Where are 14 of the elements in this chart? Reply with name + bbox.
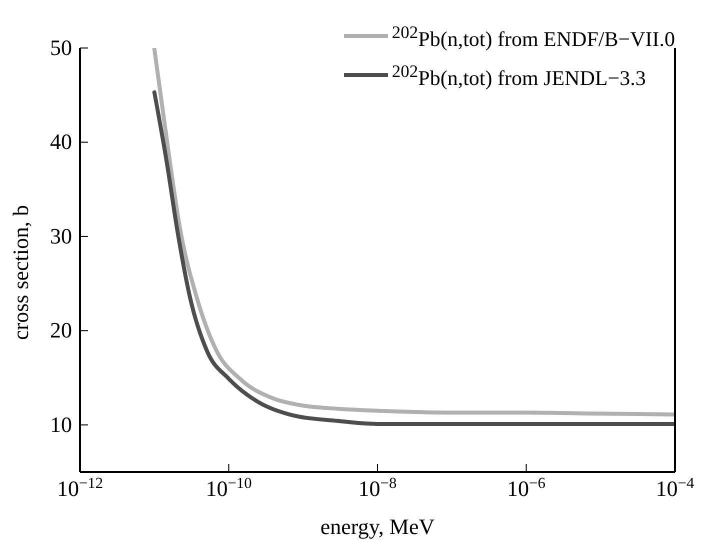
legend-label: $^{202}$Pb(n,tot) from JENDL−3.3 <box>392 60 646 92</box>
x-tick-label: 10$^{−6}$ <box>507 474 546 501</box>
x-axis-title: energy, MeV <box>320 514 435 539</box>
x-tick-label: 10$^{−10}$ <box>206 474 252 501</box>
y-tick-label: 10 <box>50 412 72 437</box>
legend-label: $^{202}$Pb(n,tot) from ENDF/B−VII.0 <box>392 21 675 53</box>
y-tick-label: 20 <box>50 318 72 343</box>
x-tick-label: 10$^{−4}$ <box>656 474 694 501</box>
y-tick-label: 40 <box>50 129 72 154</box>
y-tick-label: 30 <box>50 223 72 248</box>
y-tick-label: 50 <box>50 35 72 60</box>
y-axis-title: cross section, b <box>8 204 33 340</box>
x-tick-label: 10$^{−12}$ <box>56 474 104 501</box>
x-tick-label: 10$^{−8}$ <box>358 474 397 501</box>
